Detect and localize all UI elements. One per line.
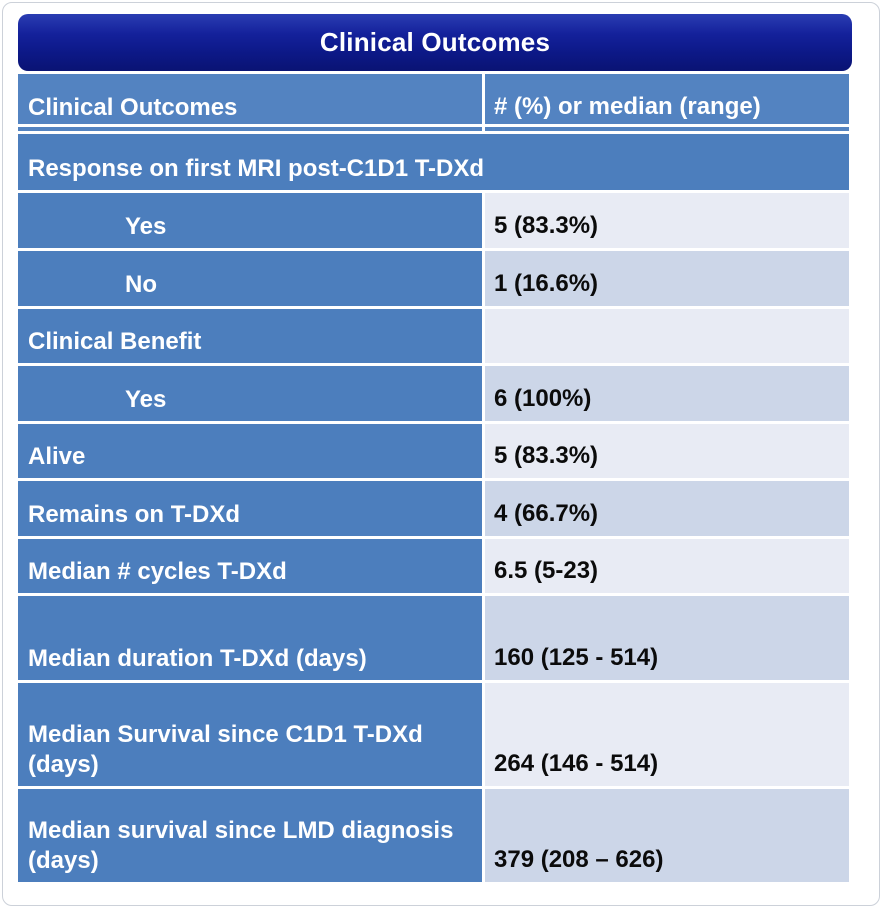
row-value: 4 (66.7%) — [485, 481, 849, 536]
table-row: Median Survival since C1D1 T-DXd (days) … — [18, 683, 849, 786]
table-row: No 1 (16.6%) — [18, 251, 849, 306]
row-label: Yes — [18, 366, 482, 421]
row-value: 379 (208 – 626) — [485, 789, 849, 882]
title-bar: Clinical Outcomes — [18, 14, 852, 71]
row-label: Median # cycles T-DXd — [18, 539, 482, 593]
row-value: 6 (100%) — [485, 366, 849, 421]
row-label: Median Survival since C1D1 T-DXd (days) — [18, 683, 482, 786]
clinical-outcomes-table: Clinical Outcomes # (%) or median (range… — [18, 74, 849, 882]
table-row: Response on first MRI post-C1D1 T-DXd — [18, 134, 849, 190]
row-label: No — [18, 251, 482, 306]
table-row: Yes 6 (100%) — [18, 366, 849, 421]
row-value: 1 (16.6%) — [485, 251, 849, 306]
row-value: 264 (146 - 514) — [485, 683, 849, 786]
table-row: Alive 5 (83.3%) — [18, 424, 849, 478]
clinical-outcomes-card: Clinical Outcomes Clinical Outcomes # (%… — [18, 14, 852, 882]
table-row: Median survival since LMD diagnosis (day… — [18, 789, 849, 882]
row-label: Response on first MRI post-C1D1 T-DXd — [18, 134, 849, 190]
table-row: Remains on T-DXd 4 (66.7%) — [18, 481, 849, 536]
row-value: 160 (125 - 514) — [485, 596, 849, 680]
header-col-outcomes: Clinical Outcomes — [18, 74, 482, 131]
table-row: Median # cycles T-DXd 6.5 (5-23) — [18, 539, 849, 593]
row-value: 6.5 (5-23) — [485, 539, 849, 593]
row-label: Clinical Benefit — [18, 309, 482, 363]
row-label: Alive — [18, 424, 482, 478]
table-row: Clinical Benefit — [18, 309, 849, 363]
header-col-values: # (%) or median (range) — [485, 74, 849, 131]
row-label: Remains on T-DXd — [18, 481, 482, 536]
row-label: Median duration T-DXd (days) — [18, 596, 482, 680]
table-row: Median duration T-DXd (days) 160 (125 - … — [18, 596, 849, 680]
row-label: Yes — [18, 193, 482, 248]
row-label: Median survival since LMD diagnosis (day… — [18, 789, 482, 882]
row-value — [485, 309, 849, 363]
row-value: 5 (83.3%) — [485, 193, 849, 248]
page-title: Clinical Outcomes — [319, 27, 551, 57]
table-row: Yes 5 (83.3%) — [18, 193, 849, 248]
row-value: 5 (83.3%) — [485, 424, 849, 478]
table-header-row: Clinical Outcomes # (%) or median (range… — [18, 74, 849, 131]
